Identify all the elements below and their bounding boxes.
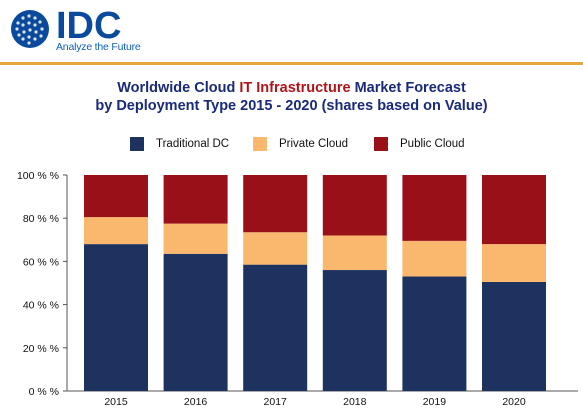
header-divider xyxy=(0,62,583,65)
legend-item-traditional-dc: Traditional DC xyxy=(130,137,229,151)
x-tick-label: 2017 xyxy=(264,396,288,408)
legend-label-public-cloud: Public Cloud xyxy=(400,138,465,150)
bar-segment-traditional-dc-2015 xyxy=(84,244,148,391)
x-tick-label: 2015 xyxy=(104,396,128,408)
bar-segment-private-cloud-2015 xyxy=(84,217,148,245)
logo-tagline: Analyze the Future xyxy=(56,41,141,53)
chart-title: Worldwide Cloud IT Infrastructure Market… xyxy=(0,79,583,115)
title-pre: Worldwide Cloud xyxy=(117,80,240,96)
bar-segment-private-cloud-2018 xyxy=(322,235,387,271)
bar-segment-private-cloud-2017 xyxy=(243,232,308,265)
idc-header: IDC Analyze the Future xyxy=(0,0,583,62)
legend-label-private-cloud: Private Cloud xyxy=(279,138,349,150)
title-highlight: IT Infrastructure xyxy=(239,80,351,96)
bar-segment-private-cloud-2019 xyxy=(402,240,467,277)
bar-segment-traditional-dc-2018 xyxy=(322,270,387,391)
legend-label-traditional-dc: Traditional DC xyxy=(156,138,230,150)
bar-segment-private-cloud-2020 xyxy=(482,244,546,282)
legend-swatch-private-cloud xyxy=(253,137,267,151)
bar-segment-traditional-dc-2020 xyxy=(482,281,546,391)
x-tick-label: 2019 xyxy=(423,396,447,408)
stacked-bar-chart: 0 % % 20 % % 40 % % 60 % % 80 % % 100 % % 2015… xyxy=(17,170,578,408)
bar-segment-private-cloud-2016 xyxy=(163,223,228,254)
x-tick-label: 2020 xyxy=(502,396,526,408)
legend-item-private-cloud: Private Cloud xyxy=(253,137,348,151)
y-tick-label: 60 % % xyxy=(23,256,59,268)
x-tick-label: 2018 xyxy=(343,396,367,408)
bar-segment-traditional-dc-2019 xyxy=(402,276,467,391)
legend-swatch-public-cloud xyxy=(374,137,388,151)
legend-item-public-cloud: Public Cloud xyxy=(374,137,465,151)
legend-swatch-traditional-dc xyxy=(130,137,144,151)
bar-segment-public-cloud-2020 xyxy=(482,175,546,245)
chart-title-line2: by Deployment Type 2015 - 2020 (shares b… xyxy=(95,98,488,114)
bar-segment-traditional-dc-2017 xyxy=(243,264,308,391)
y-tick-label: 0 % % xyxy=(29,386,59,398)
y-tick-label: 40 % % xyxy=(23,300,59,312)
y-tick-label: 80 % % xyxy=(23,213,59,225)
bar-segment-traditional-dc-2016 xyxy=(163,253,228,391)
bar-segment-public-cloud-2017 xyxy=(243,175,308,233)
bar-segment-public-cloud-2019 xyxy=(402,175,467,241)
title-post: Market Forecast xyxy=(350,80,466,96)
bar-segment-public-cloud-2018 xyxy=(322,175,387,236)
bar-segment-public-cloud-2015 xyxy=(84,175,148,218)
bar-segment-public-cloud-2016 xyxy=(163,175,228,224)
y-tick-label: 20 % % xyxy=(23,343,59,355)
y-tick-label: 100 % % xyxy=(17,170,59,182)
chart-legend: Traditional DC Private Cloud Public Clou… xyxy=(0,137,583,157)
x-tick-label: 2016 xyxy=(184,396,208,408)
chart-title-line1: Worldwide Cloud IT Infrastructure Market… xyxy=(0,79,583,97)
logo-wordmark: IDC xyxy=(56,5,122,47)
globe-logo-icon xyxy=(11,10,49,48)
